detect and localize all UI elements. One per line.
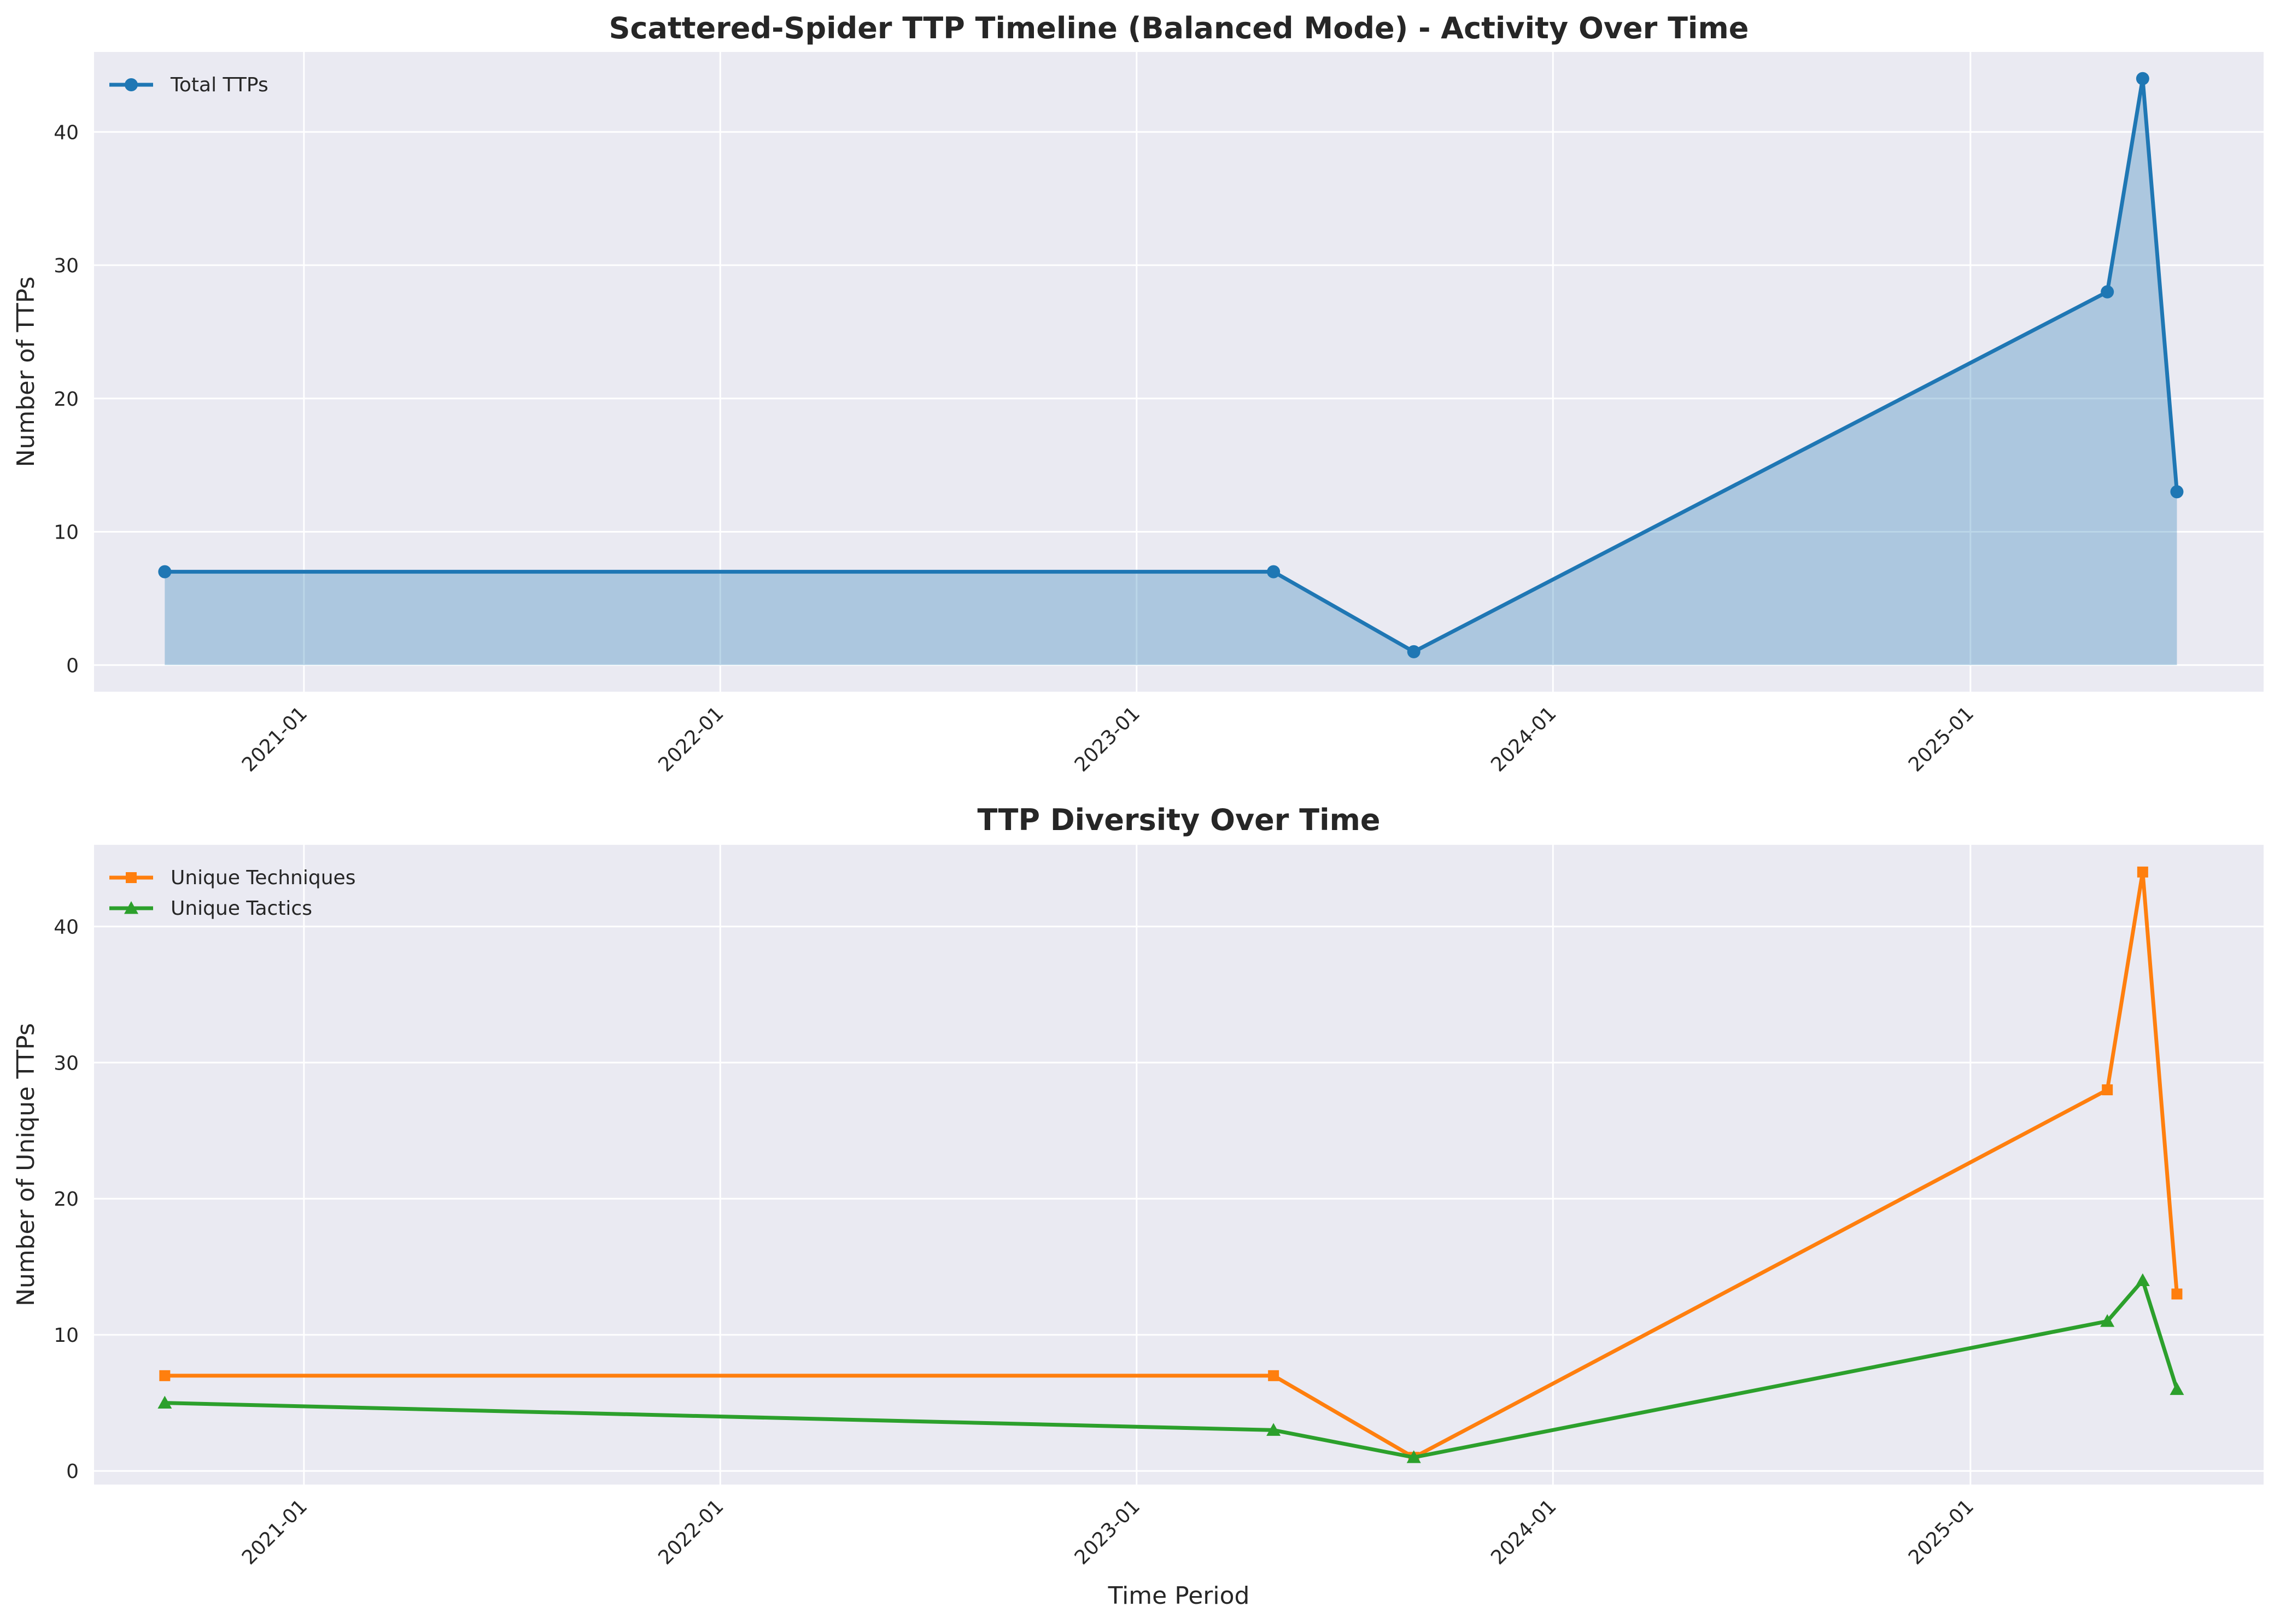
- y-tick-label: 30: [54, 255, 79, 277]
- y-tick-label: 20: [54, 388, 79, 411]
- data-point-1: [1407, 645, 1420, 658]
- legend: Unique Techniques Unique Tactics: [109, 867, 355, 920]
- plot-area: [94, 845, 2264, 1485]
- data-point-2: [157, 1395, 172, 1409]
- y-tick-label: 20: [54, 1188, 79, 1211]
- y-tick-label: 40: [54, 916, 79, 938]
- panel-2: 0 10 20 30 40 2021-01 2022-01 2023-01 2024-01 202…: [12, 803, 2264, 1610]
- data-point-1: [1268, 1370, 1279, 1381]
- x-tick-label: 2023-01: [1071, 702, 1144, 776]
- x-tick-label: 2023-01: [1071, 1495, 1144, 1569]
- y-axis-label: Number of TTPs: [12, 277, 40, 468]
- legend-marker: [126, 872, 137, 883]
- data-point-2: [2100, 1314, 2115, 1327]
- data-point-1: [2102, 1084, 2113, 1096]
- y-tick-label: 10: [54, 522, 79, 544]
- y-tick-label: 0: [66, 655, 79, 677]
- data-point-1: [2171, 1288, 2183, 1300]
- legend-label: Unique Techniques: [171, 867, 355, 889]
- data-point-1: [1267, 565, 1281, 579]
- data-point-1: [2137, 866, 2148, 878]
- data-point-1: [159, 1370, 171, 1381]
- data-point-1: [2170, 485, 2184, 499]
- x-tick-label: 2024-01: [1487, 1495, 1560, 1569]
- x-tick-label: 2021-01: [238, 1495, 312, 1569]
- data-point-1: [2136, 72, 2149, 85]
- legend-label: Unique Tactics: [171, 897, 312, 920]
- legend-marker: [125, 78, 138, 91]
- data-point-1: [2101, 285, 2114, 299]
- y-axis-label: Number of Unique TTPs: [12, 1023, 40, 1306]
- x-tick-label: 2025-01: [1904, 702, 1978, 776]
- data-point-2: [1266, 1423, 1281, 1436]
- panel-1: 0 10 20 30 40 2021-01 2022-01 2023-01 2024-01 202…: [12, 11, 2264, 776]
- chart-title: Scattered-Spider TTP Timeline (Balanced …: [609, 11, 1749, 45]
- data-point-2: [2135, 1273, 2150, 1286]
- x-axis-label: Time Period: [1108, 1582, 1250, 1610]
- legend-marker: [124, 901, 138, 914]
- legend: Total TTPs: [109, 74, 268, 96]
- x-tick-label: 2022-01: [654, 702, 728, 776]
- series-line-1: [165, 870, 2179, 1459]
- data-point-2: [1406, 1450, 1421, 1463]
- x-tick-label: 2021-01: [238, 702, 312, 776]
- chart-title: TTP Diversity Over Time: [978, 803, 1381, 837]
- y-tick-label: 0: [66, 1461, 79, 1483]
- data-point-2: [2170, 1382, 2184, 1395]
- x-tick-label: 2025-01: [1904, 1495, 1978, 1569]
- series-line-1: [165, 77, 2179, 654]
- x-tick-label: 2022-01: [654, 1495, 728, 1569]
- y-tick-label: 30: [54, 1052, 79, 1074]
- legend-label: Total TTPs: [170, 74, 268, 96]
- y-tick-label: 10: [54, 1324, 79, 1347]
- data-point-1: [158, 565, 172, 579]
- series-line-2: [165, 1278, 2179, 1459]
- x-tick-label: 2024-01: [1487, 702, 1560, 776]
- y-tick-label: 40: [54, 121, 79, 144]
- plot-area: [94, 52, 2264, 692]
